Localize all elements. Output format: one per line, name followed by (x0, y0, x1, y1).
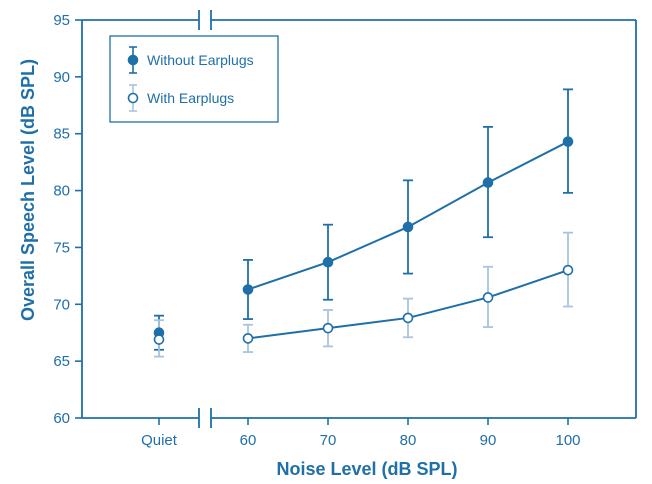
legend-marker-without-earplugs (127, 54, 139, 66)
y-tick-label: 95 (53, 12, 70, 29)
x-tick-label: 80 (400, 432, 417, 449)
data-point-with-earplugs (322, 322, 334, 334)
y-tick-label: 75 (53, 239, 70, 256)
x-tick-label: 100 (555, 432, 580, 449)
data-point-with-earplugs (562, 264, 574, 276)
y-axis-title: Overall Speech Level (dB SPL) (18, 59, 38, 321)
x-tick-label: Quiet (141, 432, 178, 449)
axes (81, 10, 637, 428)
series-with-earplugs (154, 231, 573, 358)
data-point-with-earplugs (402, 312, 414, 324)
x-tick-label: 70 (320, 432, 337, 449)
data-point-without-earplugs (242, 284, 254, 295)
data-point-without-earplugs (402, 221, 414, 233)
y-tick-label: 70 (53, 296, 70, 313)
y-tick-label: 80 (53, 183, 70, 200)
legend-label-without-earplugs: Without Earplugs (147, 52, 254, 68)
x-tick-label: 90 (480, 432, 497, 449)
series-layer (153, 88, 574, 358)
legend-box (109, 35, 279, 123)
x-tick-label: 60 (240, 432, 257, 449)
data-point-without-earplugs (322, 256, 334, 268)
data-point-without-earplugs (562, 136, 574, 147)
data-point-with-earplugs (153, 334, 165, 345)
series-without-earplugs (154, 88, 573, 351)
legend-label-with-earplugs: With Earplugs (147, 90, 234, 106)
data-point-with-earplugs (242, 333, 254, 344)
x-axis-ticks: Quiet 60 70 80 90 100 (141, 418, 581, 449)
y-axis-ticks: 60 65 70 75 80 85 90 95 (53, 12, 82, 427)
x-axis-title: Noise Level (dB SPL) (276, 459, 457, 479)
y-tick-label: 65 (53, 353, 70, 370)
y-tick-label: 90 (53, 69, 70, 86)
y-tick-label: 60 (53, 410, 70, 427)
y-tick-label: 85 (53, 126, 70, 143)
data-point-with-earplugs (482, 292, 494, 303)
data-point-without-earplugs (482, 177, 494, 188)
legend: Without Earplugs With Earplugs (109, 35, 279, 123)
legend-marker-with-earplugs (127, 92, 139, 104)
